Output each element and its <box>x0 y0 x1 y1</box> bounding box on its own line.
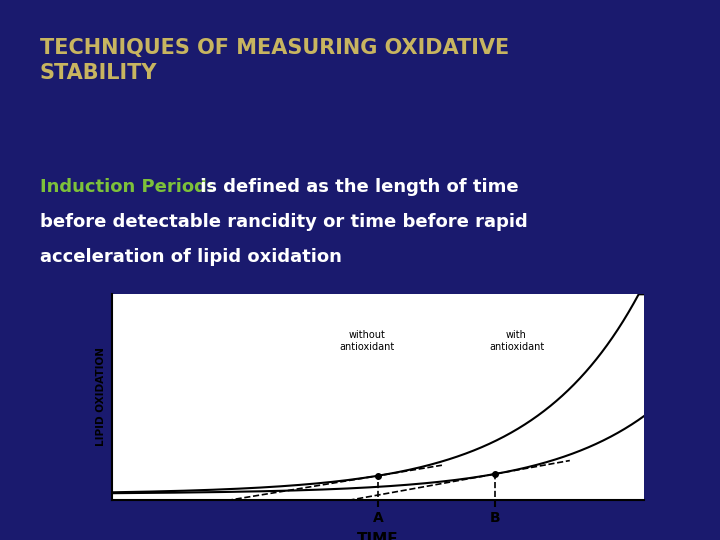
Text: Induction Period:: Induction Period: <box>40 178 214 196</box>
Text: is defined as the length of time: is defined as the length of time <box>194 178 519 196</box>
Text: without
antioxidant: without antioxidant <box>340 330 395 352</box>
Text: with
antioxidant: with antioxidant <box>489 330 544 352</box>
Text: acceleration of lipid oxidation: acceleration of lipid oxidation <box>40 248 341 266</box>
X-axis label: TIME: TIME <box>357 532 399 540</box>
Text: TECHNIQUES OF MEASURING OXIDATIVE
STABILITY: TECHNIQUES OF MEASURING OXIDATIVE STABIL… <box>40 38 509 83</box>
Text: before detectable rancidity or time before rapid: before detectable rancidity or time befo… <box>40 213 527 231</box>
Y-axis label: LIPID OXIDATION: LIPID OXIDATION <box>96 347 106 447</box>
